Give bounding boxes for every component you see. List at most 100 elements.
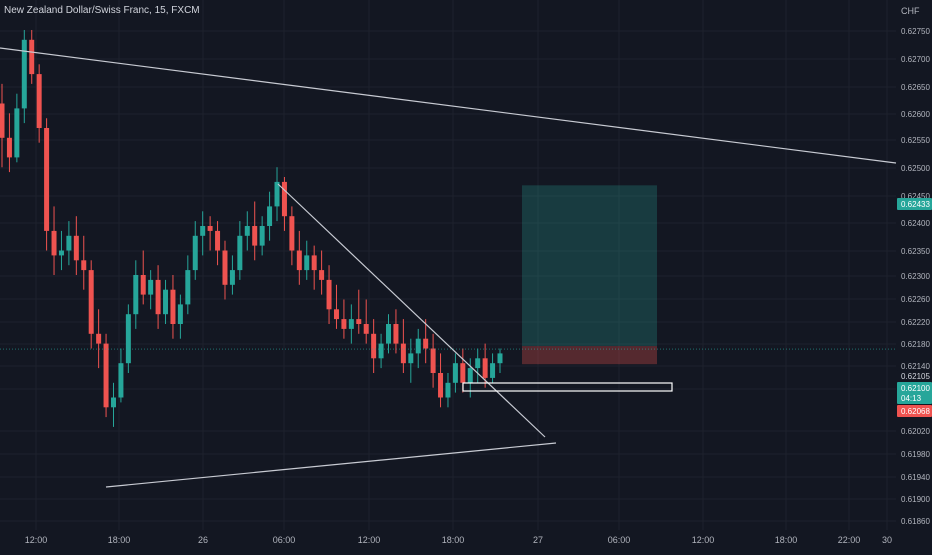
time-axis[interactable]: 12:00 18:00 26 06:00 12:00 18:00 27 06:00 12:00 1… bbox=[25, 535, 892, 545]
candle-body bbox=[103, 343, 109, 408]
candle bbox=[415, 328, 421, 369]
candle-body bbox=[363, 324, 369, 334]
grid bbox=[0, 0, 896, 530]
y-tick-label: 0.62700 bbox=[901, 55, 930, 64]
candle-body bbox=[356, 319, 362, 324]
candle bbox=[341, 299, 347, 339]
candle bbox=[88, 260, 94, 349]
candle bbox=[438, 353, 444, 408]
candle-body bbox=[73, 235, 79, 261]
candle bbox=[289, 206, 295, 266]
candle-body bbox=[267, 206, 273, 226]
candle-body bbox=[289, 216, 295, 251]
candle-body bbox=[490, 363, 496, 378]
candle bbox=[29, 30, 35, 84]
candle-body bbox=[170, 289, 176, 324]
candle-body bbox=[438, 373, 444, 398]
candle bbox=[281, 177, 287, 231]
y-tick-label: 0.62400 bbox=[901, 219, 930, 228]
candle bbox=[185, 255, 191, 315]
target-price-tag bbox=[897, 198, 932, 210]
drawings[interactable] bbox=[0, 47, 897, 488]
candle bbox=[356, 289, 362, 334]
candle-body bbox=[237, 235, 243, 271]
candle-body bbox=[185, 270, 191, 305]
candle bbox=[51, 206, 57, 275]
resistance-trendline[interactable] bbox=[0, 47, 897, 164]
candle-body bbox=[88, 270, 94, 334]
candle bbox=[475, 348, 481, 383]
candle-body bbox=[378, 343, 384, 359]
candle-body bbox=[244, 226, 250, 236]
candle-body bbox=[408, 353, 414, 364]
candle-body bbox=[58, 250, 64, 256]
candle bbox=[423, 319, 429, 364]
candle-body bbox=[6, 137, 12, 158]
candle bbox=[371, 319, 377, 373]
candle bbox=[430, 333, 436, 388]
candle-body bbox=[296, 250, 302, 271]
candle-body bbox=[311, 255, 317, 271]
candle bbox=[140, 250, 146, 305]
wedge-lower-line[interactable] bbox=[105, 442, 557, 488]
x-tick-label: 12:00 bbox=[25, 535, 48, 545]
candle-body bbox=[44, 128, 50, 231]
y-tick-label: 0.62300 bbox=[901, 272, 930, 281]
candle bbox=[222, 240, 228, 300]
y-tick-label: 0.62450 bbox=[901, 192, 930, 201]
candle-body bbox=[215, 230, 221, 251]
x-tick-label: 26 bbox=[198, 535, 208, 545]
candle-countdown-label: 04:13 bbox=[901, 394, 922, 403]
wedge-upper-line[interactable] bbox=[277, 183, 546, 438]
candle bbox=[497, 348, 503, 373]
candle bbox=[363, 299, 369, 344]
candle bbox=[229, 255, 235, 295]
candle bbox=[6, 113, 12, 173]
candle-body bbox=[319, 270, 325, 280]
candle bbox=[73, 216, 79, 275]
y-tick-label: 0.62500 bbox=[901, 164, 930, 173]
candle bbox=[58, 230, 64, 271]
candle-body bbox=[110, 397, 116, 408]
x-tick-label: 18:00 bbox=[442, 535, 465, 545]
x-tick-label: 06:00 bbox=[273, 535, 296, 545]
y-tick-label: 0.62020 bbox=[901, 427, 930, 436]
candle bbox=[44, 118, 50, 251]
candle bbox=[311, 245, 317, 290]
candle bbox=[81, 235, 87, 290]
candle bbox=[110, 382, 116, 427]
candle bbox=[125, 304, 131, 373]
candle-body bbox=[482, 358, 488, 378]
candle-body bbox=[81, 260, 87, 271]
candle bbox=[333, 284, 339, 329]
entry-price-label: 0.62105 bbox=[901, 372, 930, 381]
candle-body bbox=[229, 270, 235, 285]
y-tick-label: 0.62220 bbox=[901, 318, 930, 327]
candle bbox=[215, 221, 221, 266]
position-zones bbox=[522, 185, 657, 365]
candle bbox=[304, 240, 310, 280]
y-tick-label: 0.62140 bbox=[901, 362, 930, 371]
y-tick-label: 0.62600 bbox=[901, 110, 930, 119]
candle-body bbox=[0, 103, 5, 138]
candle-body bbox=[415, 338, 421, 354]
candle bbox=[207, 216, 213, 251]
candle bbox=[267, 191, 273, 241]
candle bbox=[103, 333, 109, 418]
candle-body bbox=[66, 235, 72, 251]
entry-price-tag bbox=[897, 370, 932, 382]
candle bbox=[148, 270, 154, 310]
breakout-box[interactable] bbox=[462, 382, 673, 392]
candle-body bbox=[140, 275, 146, 295]
candle bbox=[326, 265, 332, 324]
candle-body bbox=[207, 226, 213, 231]
candle-body bbox=[467, 368, 473, 383]
last-price-tag bbox=[897, 382, 932, 404]
candle bbox=[0, 83, 5, 168]
x-tick-label: 27 bbox=[533, 535, 543, 545]
target-price-label: 0.62433 bbox=[901, 200, 930, 209]
candle-body bbox=[252, 226, 258, 246]
candle bbox=[252, 201, 258, 261]
